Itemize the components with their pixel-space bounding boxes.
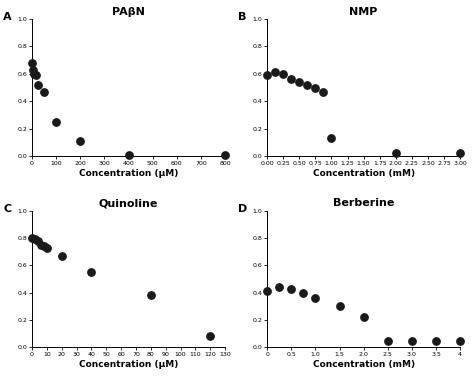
X-axis label: Concentration (mM): Concentration (mM) <box>312 360 415 369</box>
Point <box>40 243 48 249</box>
X-axis label: Concentration (mM): Concentration (mM) <box>312 168 415 177</box>
Point <box>34 82 42 88</box>
Point <box>271 70 279 76</box>
Point <box>456 338 464 344</box>
Point <box>32 72 39 78</box>
Point <box>319 89 327 95</box>
Title: Quinoline: Quinoline <box>99 199 158 208</box>
X-axis label: Concentration (μM): Concentration (μM) <box>79 168 178 177</box>
Point <box>336 303 343 309</box>
Point <box>408 338 416 344</box>
Point <box>303 82 311 88</box>
Point <box>328 135 335 141</box>
Point <box>28 60 36 66</box>
Point <box>34 238 42 244</box>
Point <box>275 284 283 290</box>
Point <box>360 314 367 320</box>
Point <box>311 295 319 301</box>
Point <box>40 89 48 95</box>
Title: NMP: NMP <box>349 7 378 17</box>
Point <box>287 285 295 291</box>
Point <box>31 236 39 242</box>
Point <box>88 269 95 275</box>
Point <box>432 338 440 344</box>
Point <box>58 253 65 259</box>
Point <box>29 67 37 73</box>
Text: A: A <box>3 12 12 22</box>
Point <box>76 138 84 144</box>
Point <box>52 119 60 125</box>
Title: PAβN: PAβN <box>112 7 145 17</box>
Point <box>384 338 392 344</box>
Point <box>264 72 271 78</box>
Point <box>147 293 155 299</box>
Point <box>28 235 36 241</box>
Point <box>31 71 38 77</box>
Point <box>300 290 307 296</box>
Point <box>43 244 51 250</box>
Point <box>279 71 287 77</box>
Point <box>392 150 400 156</box>
Point <box>264 288 271 294</box>
Text: B: B <box>238 12 246 22</box>
Point <box>456 150 464 156</box>
Title: Berberine: Berberine <box>333 199 394 208</box>
Point <box>221 152 229 158</box>
Point <box>311 85 319 91</box>
Point <box>295 79 303 85</box>
Text: D: D <box>238 204 247 214</box>
Point <box>206 334 214 340</box>
Point <box>125 152 132 158</box>
Point <box>287 76 295 82</box>
X-axis label: Concentration (μM): Concentration (μM) <box>79 360 178 369</box>
Point <box>37 242 45 248</box>
Text: C: C <box>3 204 11 214</box>
